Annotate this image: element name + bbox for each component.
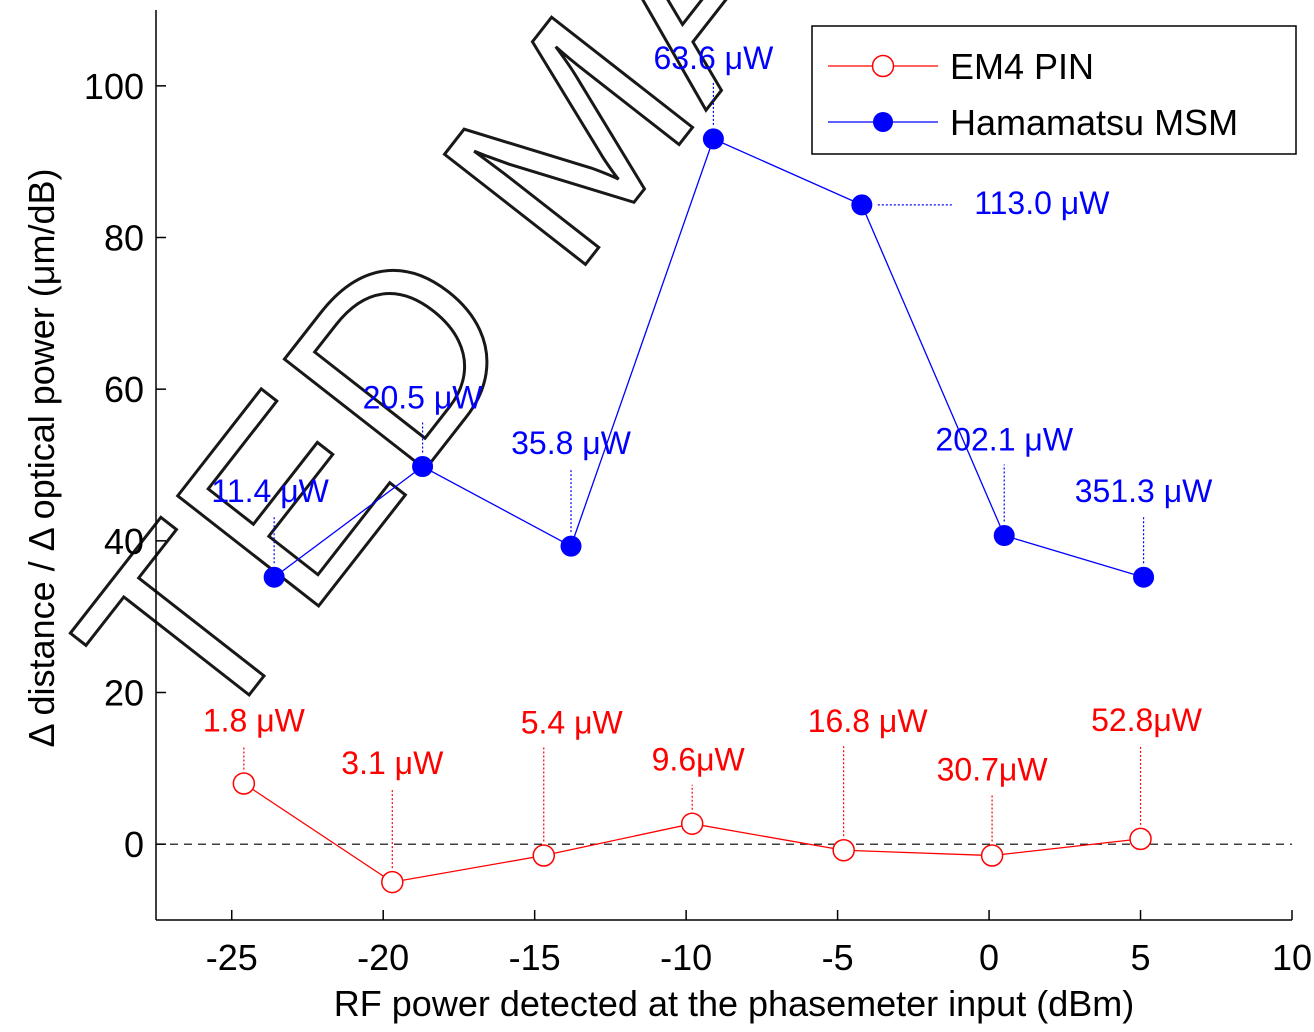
data-point (993, 525, 1015, 547)
data-point (232, 772, 256, 795)
data-point (532, 844, 556, 867)
x-tick-label: -10 (660, 937, 712, 978)
x-axis-label: RF power detected at the phasemeter inpu… (334, 983, 1134, 1024)
data-point (832, 838, 855, 862)
data-point (560, 535, 582, 557)
data-point (1129, 827, 1152, 851)
y-tick-label: 60 (104, 369, 144, 410)
data-label: 20.5 μW (363, 380, 484, 416)
data-label: 35.8 μW (511, 425, 632, 461)
data-point (851, 194, 873, 216)
legend-marker (871, 54, 895, 78)
data-label: 5.4 μW (521, 705, 624, 741)
legend-entry: Hamamatsu MSM (950, 102, 1238, 143)
data-label: 9.6μW (652, 742, 746, 778)
y-tick-label: 0 (124, 824, 144, 865)
data-label: 63.6 μW (653, 40, 774, 76)
y-tick-label: 80 (104, 218, 144, 259)
x-tick-label: -5 (822, 937, 854, 978)
data-point (680, 812, 704, 835)
data-point (702, 128, 724, 150)
data-point (980, 844, 1004, 867)
legend-entry: EM4 PIN (950, 46, 1094, 87)
x-tick-label: 0 (979, 937, 999, 978)
x-tick-label: 10 (1272, 937, 1312, 978)
x-tick-label: 5 (1131, 937, 1151, 978)
legend-box (811, 25, 1297, 155)
y-tick-label: 20 (104, 673, 144, 714)
data-label: 1.8 μW (203, 703, 306, 739)
data-label: 202.1 μW (935, 422, 1073, 458)
y-tick-label: 40 (104, 521, 144, 562)
data-point (263, 566, 285, 588)
data-label: 16.8 μW (808, 703, 929, 739)
x-tick-label: -15 (509, 937, 561, 978)
data-label: 52.8μW (1091, 702, 1203, 738)
data-label: 11.4 μW (211, 473, 329, 509)
data-label: 113.0 μW (974, 185, 1110, 221)
data-point (381, 870, 404, 894)
data-point (1133, 566, 1155, 588)
data-label: 3.1 μW (341, 745, 444, 781)
y-axis-label: Δ distance / Δ optical power (μm/dB) (21, 168, 62, 747)
x-tick-label: -25 (206, 937, 258, 978)
y-tick-label: 100 (84, 66, 144, 107)
data-label: 351.3 μW (1075, 473, 1213, 509)
x-tick-label: -20 (357, 937, 409, 978)
legend-marker (873, 112, 893, 132)
data-label: 30.7μW (937, 752, 1049, 788)
data-point (412, 456, 434, 478)
